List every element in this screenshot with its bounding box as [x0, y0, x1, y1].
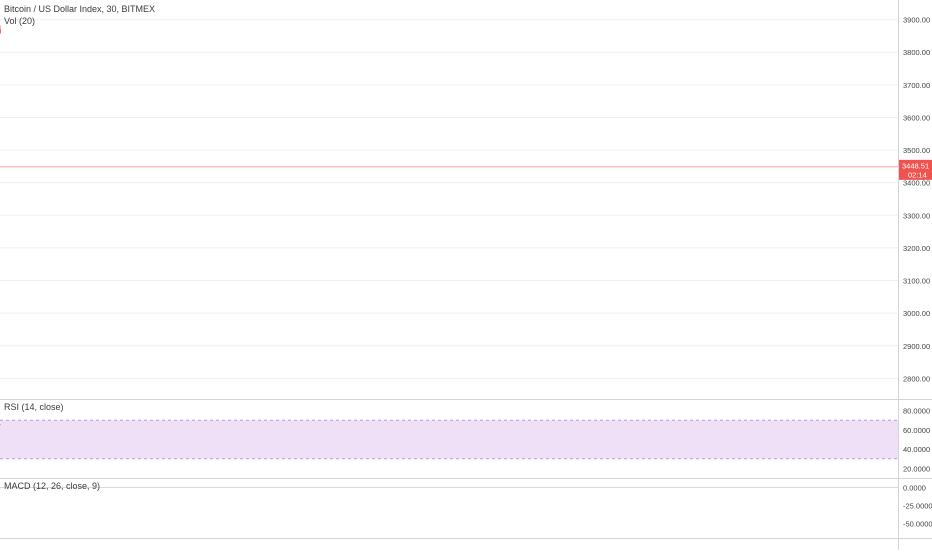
price-tick-label: 2900.00	[903, 342, 930, 351]
price-tick-label: 2800.00	[903, 374, 930, 383]
price-tick-label: 3100.00	[903, 277, 930, 286]
price-tick-label: 3200.00	[903, 244, 930, 253]
macd-pane	[0, 487, 898, 493]
bar-countdown-label: 02:14	[908, 170, 927, 179]
price-tick-label: 3300.00	[903, 211, 930, 220]
rsi-indicator-label: RSI (14, close)	[4, 402, 64, 412]
macd-tick-label: 0.0000	[903, 484, 926, 493]
candle-body	[0, 29, 1, 33]
rsi-tick-label: 80.0000	[903, 407, 930, 416]
current-price-label: 3448.51	[902, 161, 929, 170]
price-tick-label: 3900.00	[903, 16, 930, 25]
current-price-badge	[899, 159, 932, 180]
price-tick-label: 3600.00	[903, 113, 930, 122]
volume-indicator-label: Vol (20)	[4, 16, 36, 26]
candle-layer	[0, 25, 1, 35]
rsi-tick-label: 20.0000	[903, 464, 930, 473]
macd-tick-label: -50.0000	[903, 520, 932, 529]
price-tick-label: 3700.00	[903, 81, 930, 90]
rsi-pane	[0, 419, 898, 460]
macd-tick-label: -25.0000	[903, 502, 932, 511]
price-tick-label: 3500.00	[903, 146, 930, 155]
macd-indicator-label: MACD (12, 26, close, 9)	[4, 481, 101, 491]
symbol-title: Bitcoin / US Dollar Index, 30, BITMEX	[4, 4, 156, 14]
axis-layer: 3900.00 3800.00 3700.00 3600.00 3500.00 3400.…	[899, 16, 932, 529]
rsi-tick-label: 40.0000	[903, 445, 930, 454]
price-tick-label: 3800.00	[903, 48, 930, 57]
rsi-band	[0, 420, 898, 459]
price-tick-label: 3400.00	[903, 179, 930, 188]
price-tick-label: 3000.00	[903, 309, 930, 318]
rsi-tick-label: 60.0000	[903, 426, 930, 435]
